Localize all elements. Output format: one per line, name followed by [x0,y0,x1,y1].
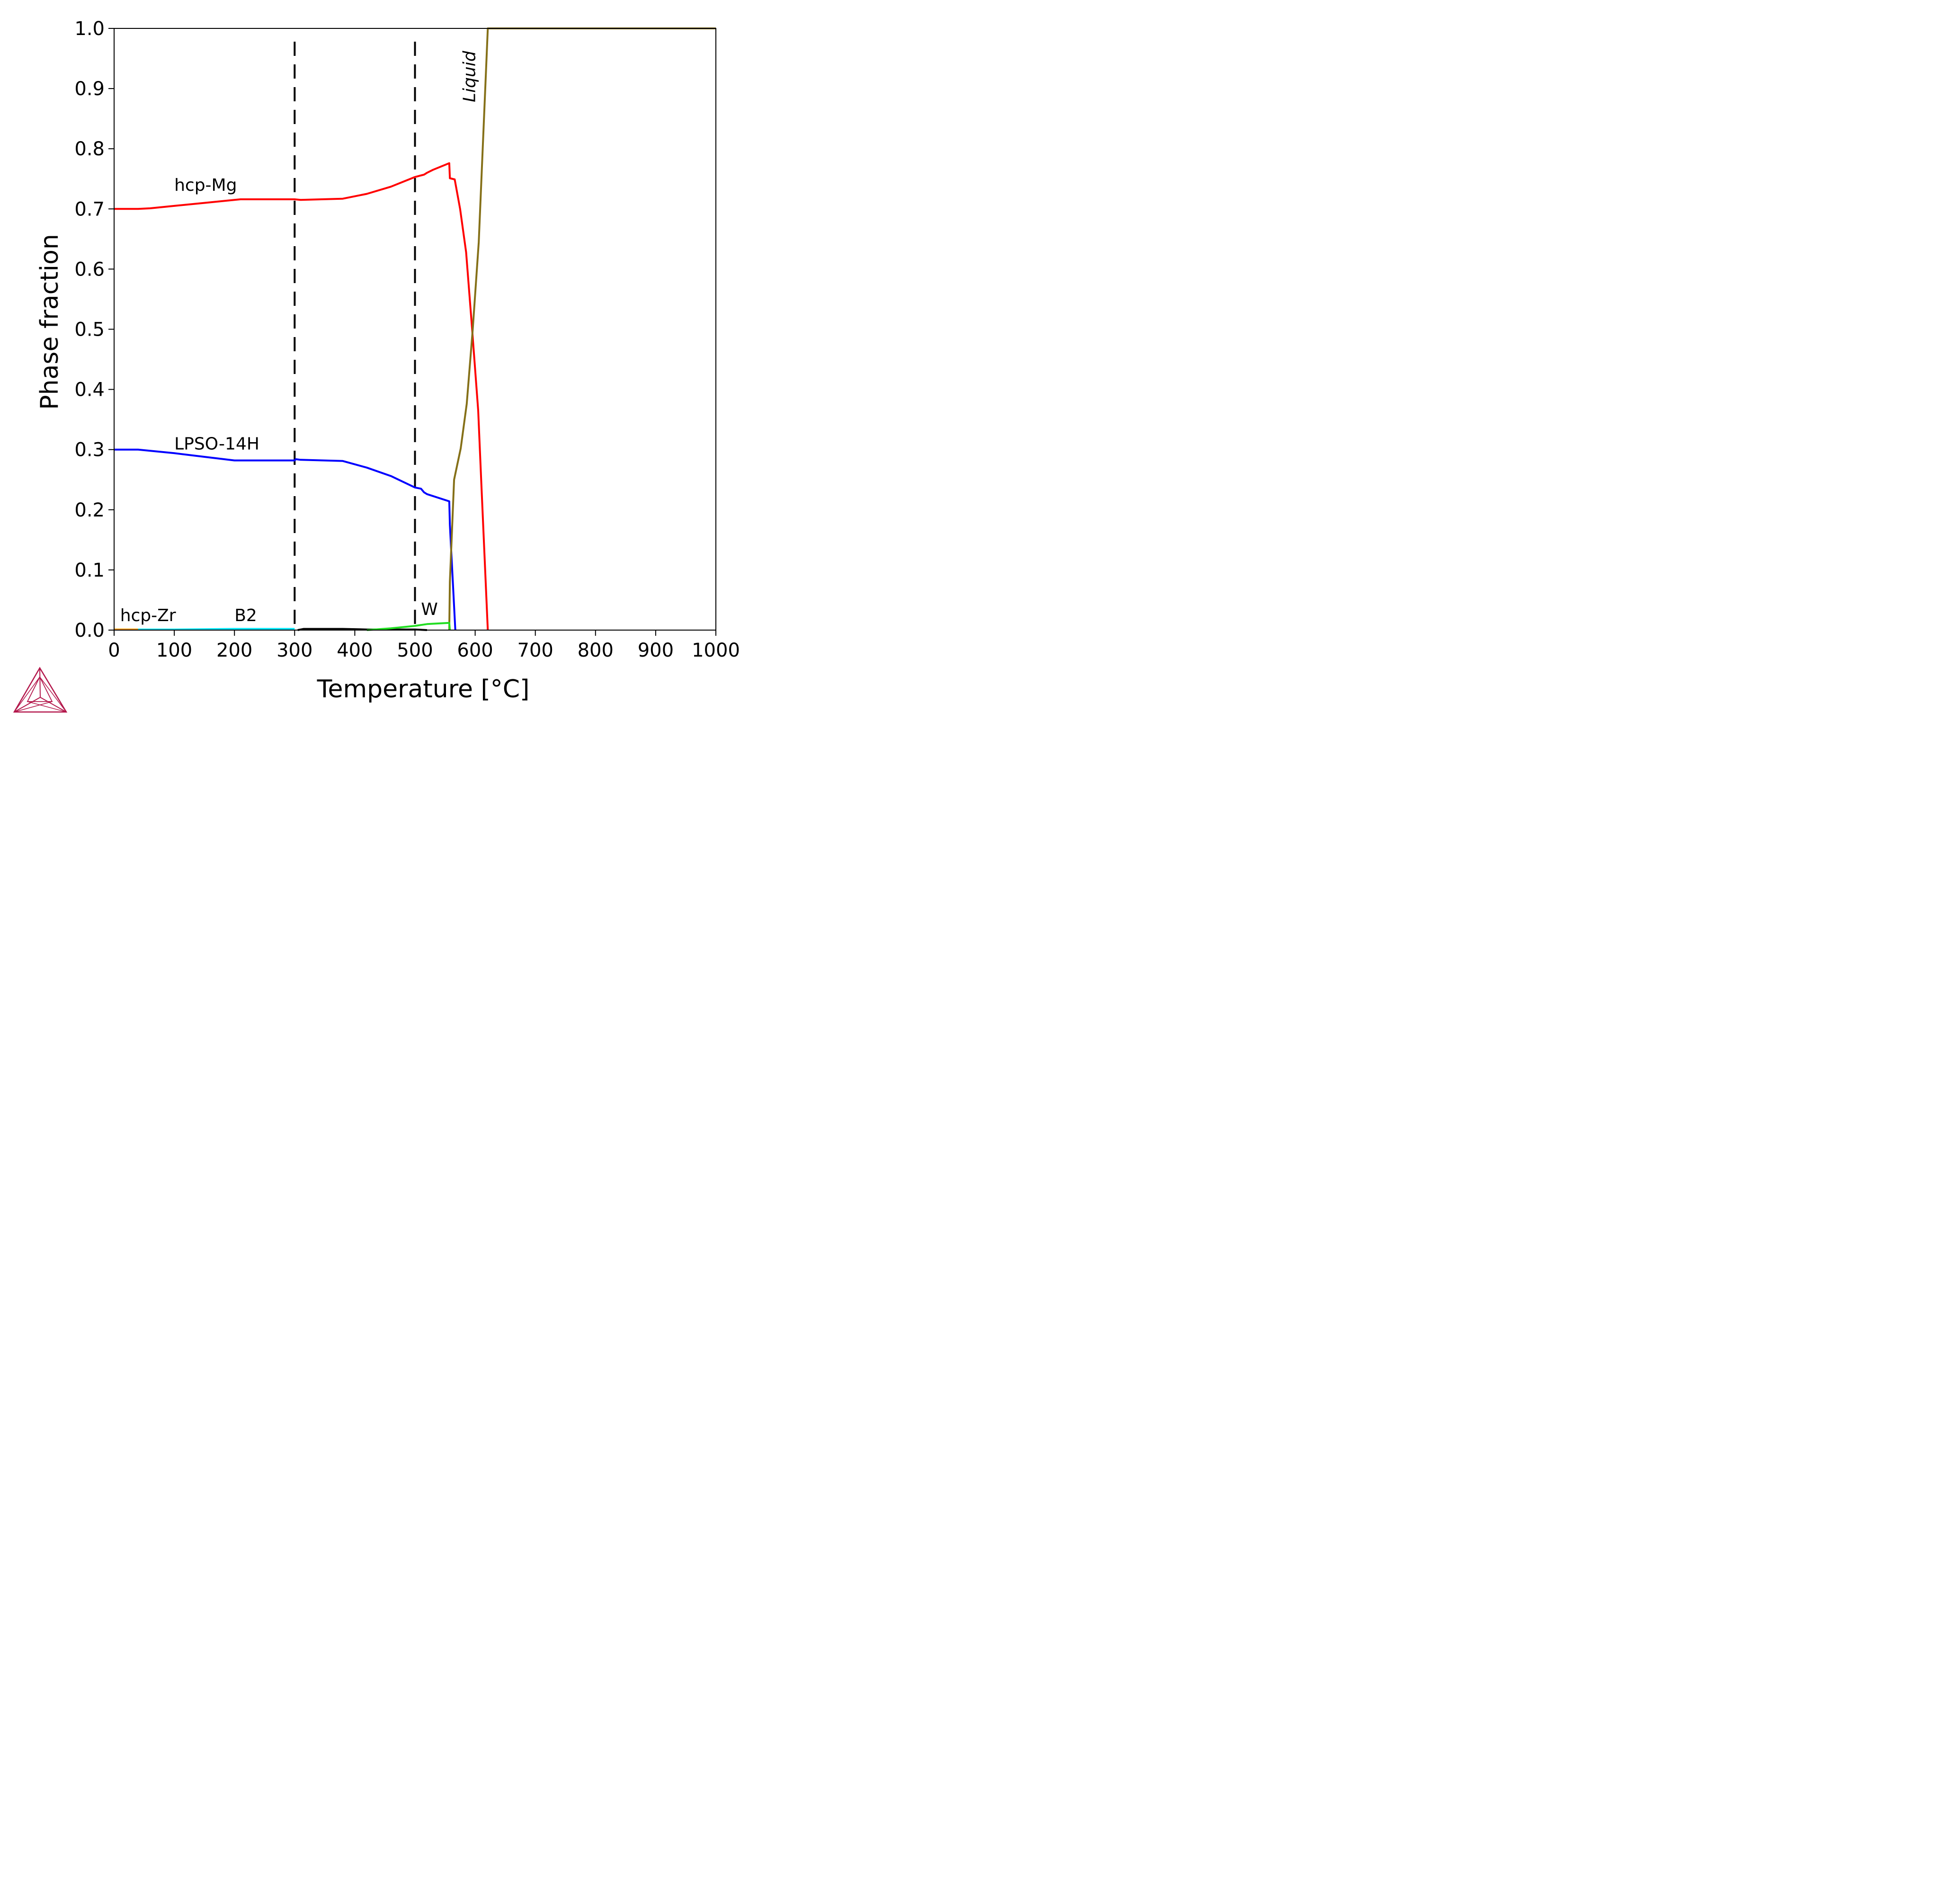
logo-stroke [14,676,40,712]
series-line-w [366,622,451,631]
x-tick-label: 1000 [692,640,740,661]
logo-stroke [39,676,67,712]
series-line-unlabeled-5 [297,628,428,631]
phase-label-lpso-14h: LPSO-14H [174,435,259,454]
x-tick-label: 400 [337,640,373,661]
phase-fraction-chart: 0 100 200 300 400 500 600 700 800 900 1000 0.0 0.1 0.… [0,0,742,727]
series-line-b2 [138,628,295,631]
y-tick-label: 0.5 [74,319,105,341]
x-tick-label: 200 [216,640,252,661]
y-tick-label: 0.9 [74,78,105,100]
logo-stroke [27,701,67,712]
y-tick-label: 1.0 [74,18,105,40]
x-tick-label: 700 [517,640,553,661]
y-tick-label: 0.7 [74,198,105,220]
x-tick-label: 500 [397,640,433,661]
x-tick-label: 600 [457,640,493,661]
y-tick-label: 0.3 [74,439,105,461]
y-tick-label: 0.2 [74,499,105,521]
x-tick-label: 0 [108,640,120,661]
y-tick-label: 0.4 [74,379,105,401]
phase-label-b2: B2 [234,606,257,625]
y-axis-title: Phase fraction [36,234,64,410]
thermo-calc-logo [13,667,68,713]
series-line-lpso-14h [114,448,456,631]
x-tick-label: 100 [156,640,192,661]
logo-stroke [40,697,67,712]
phase-label-liquid: Liquid [460,50,480,102]
logo-outline [13,667,68,713]
x-tick-label: 900 [638,640,674,661]
logo-inner-triangle [27,676,53,702]
phase-label-hcp-zr: hcp-Zr [120,606,176,625]
x-tick-label: 800 [578,640,614,661]
y-tick-label: 0.6 [74,258,105,280]
logo-stroke [14,697,41,712]
series-line-liquid [448,27,716,631]
chart-canvas: 0 100 200 300 400 500 600 700 800 900 1000 0.0 0.1 0.… [13,18,740,713]
phase-label-hcp-mg: hcp-Mg [174,176,237,195]
series-line-hcp-mg [114,162,489,631]
y-tick-label: 0.0 [74,620,105,641]
y-tick-label: 0.8 [74,138,105,160]
x-tick-label: 300 [276,640,312,661]
y-tick-label: 0.1 [74,560,105,581]
x-axis-title: Temperature [°C] [317,675,530,703]
logo-stroke [14,701,53,712]
phase-label-w: W [421,600,438,619]
